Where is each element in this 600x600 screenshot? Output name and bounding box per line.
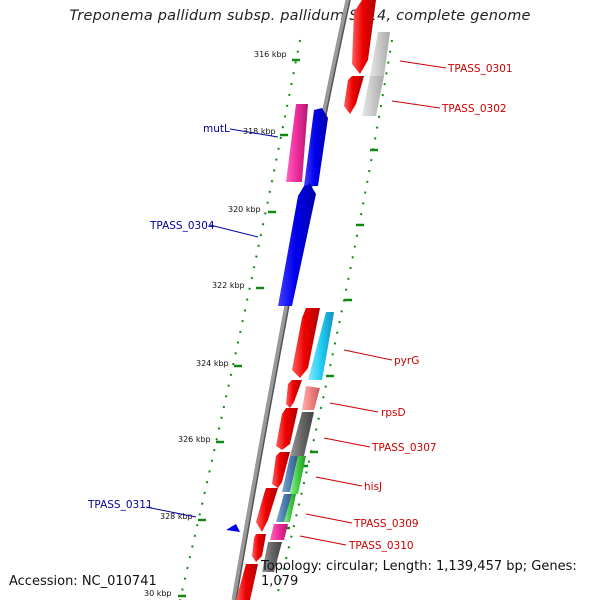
gene-arrow: [272, 452, 290, 488]
gene-label-mutl: mutL: [203, 123, 230, 135]
gene-label-tpass0301: TPASS_0301: [447, 63, 513, 75]
gene-arrow-tpass0309-a: [276, 494, 292, 522]
gene-label-tpass0310: TPASS_0310: [348, 540, 414, 552]
gene-arrow-tpass0310: [270, 524, 288, 540]
gene-arrow: [352, 0, 376, 74]
gene-label-tpass0311: TPASS_0311: [87, 499, 153, 511]
gene-label-pyrg: pyrG: [394, 355, 419, 367]
gene-arrow-tpass0301: [370, 32, 390, 76]
tick-label-320: 320 kbp: [228, 205, 261, 214]
leader-line: [391, 100, 441, 109]
tick-label-316: 316 kbp: [254, 50, 287, 59]
gene-arrow-hisJ: [290, 456, 306, 494]
map-title: Treponema pallidum subsp. pallidum SS14,…: [69, 8, 531, 24]
gene-arrow: [256, 488, 278, 532]
inner-dotted-guide: [275, 39, 393, 600]
tick-label-326: 326 kbp: [178, 435, 211, 444]
leader-line: [229, 128, 279, 138]
gene-arrow-tpass0304: [278, 184, 316, 306]
leader-line: [209, 224, 259, 238]
gene-arrow: [252, 534, 266, 562]
gene-arrow-mutl: [286, 104, 308, 182]
gene-arrow: [286, 380, 302, 408]
gene-arrow-tpass0302: [362, 76, 384, 116]
tick-label-328: 328 kbp: [160, 512, 193, 521]
gene-arrow-tpass0309-b: [284, 494, 296, 522]
gene-label-hisj: hisJ: [364, 481, 382, 493]
gene-arrow-pyrG: [308, 312, 334, 380]
tick-label-322: 322 kbp: [212, 281, 245, 290]
gene-arrow: [276, 408, 298, 450]
gene-label-tpass0309: TPASS_0309: [353, 518, 419, 530]
gene-arrow-tpass0311: [226, 524, 240, 532]
gene-label-rpsd: rpsD: [381, 407, 406, 419]
tick-label-324: 324 kbp: [196, 359, 229, 368]
tick-label-318: 318 kbp: [243, 127, 276, 136]
gene-label-tpass0307: TPASS_0307: [371, 442, 437, 454]
gene-label-tpass0302: TPASS_0302: [441, 103, 507, 115]
gene-arrow-steel: [282, 456, 298, 492]
gene-arrow-blue: [304, 108, 328, 186]
tick-label-330: 30 kbp: [144, 589, 172, 598]
gene-arrow: [292, 308, 320, 378]
genome-summary-text: Topology: circular; Length: 1,139,457 bp…: [261, 559, 577, 589]
gene-arrow-tpass0307: [290, 412, 314, 456]
outer-dotted-guide: [179, 39, 301, 600]
leader-line: [399, 60, 447, 69]
leader-line: [343, 349, 393, 361]
leader-line: [315, 476, 363, 487]
leader-line: [299, 535, 347, 546]
leader-line: [329, 402, 379, 413]
leader-line: [323, 437, 371, 448]
gene-arrow-rpsD: [302, 386, 320, 410]
accession-text: Accession: NC_010741: [9, 574, 157, 589]
leader-line: [145, 506, 197, 518]
gene-arrow: [344, 76, 364, 114]
leader-line: [305, 513, 353, 524]
forward-strand-genes: [226, 0, 376, 600]
gene-arrow: [236, 564, 258, 600]
gene-arrow: [262, 542, 282, 572]
label-leaders: [145, 60, 447, 546]
gene-label-tpass0304: TPASS_0304: [149, 220, 215, 232]
reverse-strand-genes: [262, 32, 390, 572]
